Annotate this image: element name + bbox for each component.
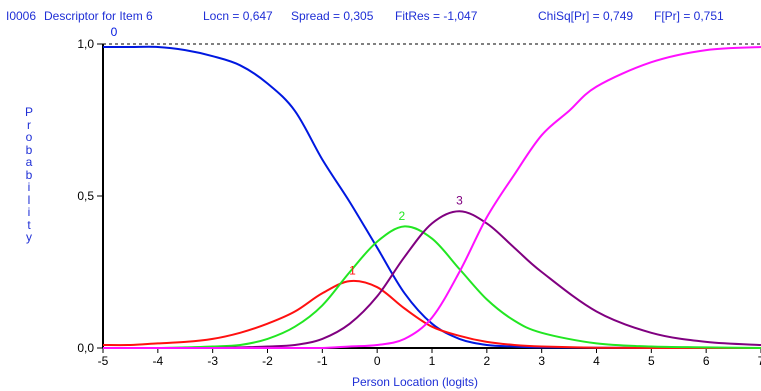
category-curve-0 [103, 45, 761, 349]
x-axis-label: Person Location (logits) [352, 375, 478, 389]
category-curve-4 [103, 46, 761, 349]
location-stat: Locn = 0,647 [203, 9, 273, 23]
y-axis-label-char: t [27, 217, 31, 232]
y-tick-label: 0,0 [77, 341, 94, 355]
x-tick-label: 0 [374, 354, 381, 368]
curve-label-3: 3 [456, 194, 463, 208]
y-tick-label: 0,5 [77, 189, 94, 203]
curve-label-1: 1 [349, 264, 356, 278]
x-tick-label: 4 [593, 354, 600, 368]
item-description: Descriptor for Item 6 [44, 9, 153, 23]
x-tick-label: 5 [648, 354, 655, 368]
curve-label-0: 0 [111, 25, 118, 39]
x-tick-label: 7 [758, 354, 761, 368]
x-tick-label: -5 [98, 354, 109, 368]
y-axis-label-char: i [27, 205, 31, 219]
x-tick-label: -2 [262, 354, 273, 368]
y-axis-label-char: b [25, 167, 33, 182]
fitres-stat: FitRes = -1,047 [395, 9, 478, 23]
y-axis-label-char: a [25, 155, 33, 169]
category-curve-2 [103, 225, 761, 349]
x-tick-label: 6 [703, 354, 710, 368]
category-curve-1 [102, 279, 761, 349]
x-tick-label: -4 [152, 354, 163, 368]
y-axis-label-char: o [25, 130, 33, 144]
spread-stat: Spread = 0,305 [291, 9, 374, 23]
chart-header: I0006 Descriptor for Item 6 Locn = 0,647… [0, 9, 761, 25]
x-tick-label: 3 [538, 354, 545, 368]
y-axis-label-char: y [26, 230, 32, 244]
item-code: I0006 [6, 9, 37, 23]
y-axis-label-char: b [25, 142, 33, 157]
curve-label-2: 2 [398, 209, 405, 223]
x-tick-label: -1 [317, 354, 328, 368]
y-axis-label-char: i [27, 180, 31, 194]
y-axis-label-char: P [24, 105, 33, 119]
fpr-stat: F[Pr] = 0,751 [654, 9, 724, 23]
x-tick-label: 2 [483, 354, 490, 368]
y-tick-label: 1,0 [77, 37, 94, 51]
x-tick-label: -3 [207, 354, 218, 368]
x-tick-label: 1 [429, 354, 436, 368]
y-axis-label-char: l [27, 192, 31, 207]
y-axis-label-char: r [27, 117, 31, 132]
chisq-stat: ChiSq[Pr] = 0,749 [538, 9, 634, 23]
